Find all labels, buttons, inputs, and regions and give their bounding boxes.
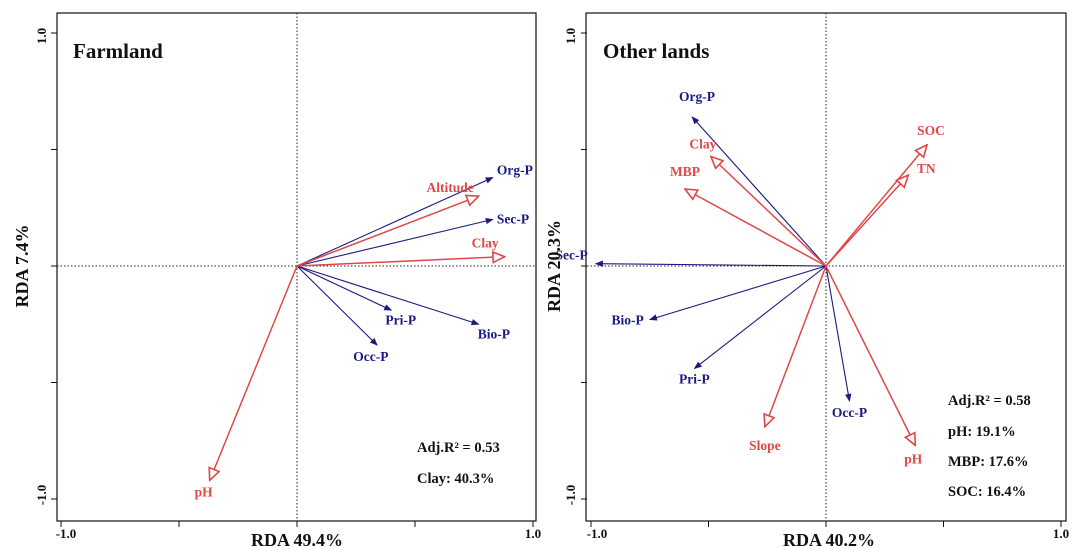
stat-ph: pH: 19.1% — [948, 424, 1016, 440]
explanatory-arrows: SOC Clay TN MBP Slope pH — [670, 123, 945, 467]
response-label-org-p: Org-P — [497, 162, 533, 177]
response-arrow-bio-p — [648, 265, 827, 321]
response-label-bio-p: Bio-P — [612, 313, 644, 328]
explanatory-label-mbp: MBP — [670, 164, 700, 179]
response-arrow-pri-p — [296, 265, 393, 311]
response-label-occ-p: Occ-P — [832, 405, 867, 420]
panel-title: Farmland — [73, 39, 163, 63]
y-tick-label-max: 1.0 — [563, 28, 578, 44]
explanatory-arrow-slope — [765, 265, 827, 427]
response-arrow-pri-p — [693, 265, 827, 370]
response-arrow-sec-p — [594, 260, 827, 267]
explanatory-label-ph: pH — [195, 484, 214, 499]
stat-adj-r2: Adj.R² = 0.53 — [417, 440, 500, 456]
explanatory-label-tn: TN — [917, 161, 936, 176]
response-arrow-occ-p — [825, 265, 852, 402]
x-tick-label-max: 1.0 — [525, 526, 541, 541]
explanatory-label-ph: pH — [904, 451, 923, 466]
explanatory-arrow-clay — [296, 257, 505, 267]
other-lands-panel: Org-P Sec-P Bio-P Pri-P Occ-P SOC Clay TN MBP Sl… — [544, 12, 1069, 548]
response-label-pri-p: Pri-P — [679, 372, 710, 387]
response-arrows: Org-P Sec-P Pri-P Bio-P Occ-P — [296, 162, 533, 364]
explanatory-label-soc: SOC — [917, 123, 945, 138]
explanatory-arrow-mbp — [685, 189, 827, 267]
panel-title: Other lands — [603, 39, 709, 63]
explanatory-arrow-ph — [210, 265, 298, 480]
x-tick-label-min: -1.0 — [587, 526, 608, 541]
explanatory-label-slope: Slope — [749, 438, 781, 453]
y-axis-title: RDA 20.3% — [544, 220, 564, 312]
response-arrow-bio-p — [296, 265, 480, 326]
stat-soc: SOC: 16.4% — [948, 484, 1026, 500]
response-arrow-org-p — [691, 116, 827, 267]
explanatory-arrows: Altitude Clay pH — [195, 180, 505, 499]
response-arrow-sec-p — [296, 217, 494, 267]
stat-mbp: MBP: 17.6% — [948, 454, 1029, 470]
y-tick-label-min: -1.0 — [563, 485, 578, 506]
farmland-panel: Org-P Sec-P Pri-P Bio-P Occ-P Altitude Clay pH… — [12, 12, 541, 548]
explanatory-arrow-clay — [711, 156, 827, 267]
explanatory-arrow-altitude — [296, 196, 479, 267]
axis-ticks — [581, 32, 1062, 527]
x-tick-label-max: 1.0 — [1053, 526, 1069, 541]
stat-clay: Clay: 40.3% — [417, 471, 494, 487]
y-tick-label-min: -1.0 — [34, 485, 49, 506]
response-arrow-occ-p — [296, 265, 378, 346]
response-label-bio-p: Bio-P — [478, 326, 510, 341]
explanatory-arrow-tn — [825, 175, 908, 267]
response-arrow-org-p — [296, 176, 494, 267]
response-label-sec-p: Sec-P — [555, 248, 587, 263]
explanatory-label-clay: Clay — [689, 136, 716, 151]
axis-ticks — [51, 32, 534, 527]
explanatory-label-clay: Clay — [472, 236, 499, 251]
x-tick-label-min: -1.0 — [56, 526, 77, 541]
x-axis-title: RDA 40.2% — [783, 530, 875, 548]
y-axis-title: RDA 7.4% — [12, 224, 32, 307]
y-tick-label-max: 1.0 — [34, 28, 49, 44]
response-label-occ-p: Occ-P — [353, 349, 388, 364]
x-axis-title: RDA 49.4% — [251, 530, 343, 548]
response-arrows: Org-P Sec-P Bio-P Pri-P Occ-P — [555, 89, 867, 420]
response-label-sec-p: Sec-P — [497, 211, 529, 226]
explanatory-arrow-ph — [825, 265, 915, 445]
stat-adj-r2: Adj.R² = 0.58 — [948, 393, 1031, 409]
explanatory-arrow-soc — [825, 145, 927, 267]
explanatory-label-altitude: Altitude — [426, 180, 473, 195]
response-label-pri-p: Pri-P — [385, 312, 416, 327]
response-label-org-p: Org-P — [679, 89, 715, 104]
